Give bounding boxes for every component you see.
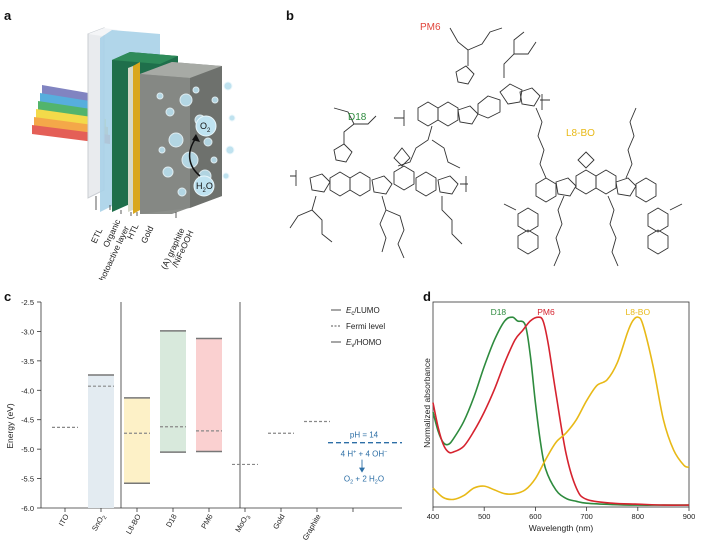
device-schematic: O2 H2O ETL Organic photoactive layer HTL… [32,27,236,280]
c-ytick-label: -6.0 [21,504,34,513]
band-sno2 [88,374,114,508]
h2o-label: H2O [196,181,213,194]
c-legend: Ec/LUMO Fermi level Ev/HOMO [331,306,385,349]
panel-label-a: a [4,8,12,23]
label-pm6: PM6 [420,22,441,33]
c-ytick-label: -5.0 [21,445,34,454]
ph-product: O2 + 2 H2O [344,475,384,486]
layer-label-htl: HTL [125,222,141,241]
series-d18 [432,316,689,506]
d-xtick-label: 800 [632,512,645,521]
c-ytick-label: -2.5 [21,300,34,307]
c-xtick-label: D18 [164,513,179,529]
panel-label-d: d [423,289,431,304]
c-xtick-label: Gold [271,513,287,531]
d18-structure [289,107,468,259]
energy-level-chart: Energy (eV) -2.5 -3.0 -3.5 -4.0 -4.5 -5.0 -5.5… [5,300,402,542]
d-ylabel: Normalized absorbance [422,358,432,448]
c-xtick-label: L8-BO [124,512,143,535]
label-d18: D18 [491,307,507,317]
band-d18 [160,330,186,453]
band-l8-bo [124,397,150,484]
d-xtick-label: 600 [529,512,542,521]
c-ytick-label: -4.5 [21,416,34,425]
panel-label-b: b [286,8,294,23]
d-xtick-label: 700 [580,512,593,521]
c-ytick-label: -5.5 [21,475,34,484]
o2-label: O2 [200,121,211,134]
gold-layer [133,62,140,214]
l8bo-structure [503,107,683,267]
pm6-structure [394,27,550,169]
d-xlabel: Wavelength (nm) [529,523,594,533]
legend-lumo: Ec/LUMO [346,306,380,317]
label-l8-bo: L8-BO [626,307,651,317]
panel-label-c: c [4,289,12,304]
ph-annotation: pH = 14 4 H+ + 4 OH− O2 + 2 H2O [328,431,402,486]
band-pm6 [196,338,222,452]
label-pm6: PM6 [537,307,555,317]
c-xtick-label: ITO [57,512,71,527]
c-xtick-label: MoO3 [233,513,252,535]
c-xtick-label: SnO2 [90,513,109,534]
d-xtick-label: 500 [478,512,491,521]
c-xtick-label: PM6 [199,513,215,531]
c-xtick-label: Graphite [301,513,323,542]
c-ytick-label: -4.0 [21,386,34,395]
c-ylabel: Energy (eV) [5,403,15,449]
legend-homo: Ev/HOMO [346,338,381,349]
d-xtick-label: 400 [427,512,440,521]
legend-fermi: Fermi level [346,322,385,331]
ph-reaction: 4 H+ + 4 OH− [341,450,388,459]
c-ytick-label: -3.5 [21,357,34,366]
label-l8bo: L8-BO [566,128,595,139]
series-pm6 [432,316,690,506]
label-d18: D18 [348,112,367,123]
d-xtick-label: 900 [683,512,696,521]
absorbance-chart: Normalized absorbance Wavelength (nm) 40… [422,301,696,533]
layer-label-gold: Gold [139,224,156,245]
c-ytick-label: -3.0 [21,327,34,336]
series-l8-bo [432,316,690,501]
molecular-structures: PM6 D18 L8-BO [289,22,683,267]
ph-label: pH = 14 [350,431,379,440]
